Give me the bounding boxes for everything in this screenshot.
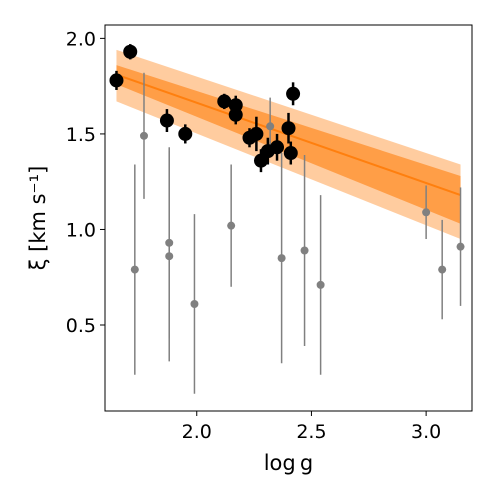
x-tick-label-2: 3.0 xyxy=(411,421,441,443)
gray-series xyxy=(130,72,465,394)
y-tick-label-3: 2.0 xyxy=(66,28,96,50)
y-axis-ticks: 0.5 1.0 1.5 2.0 xyxy=(66,28,105,337)
black-point-13 xyxy=(283,146,298,161)
gray-point-12 xyxy=(456,242,465,251)
y-tick-label-0: 0.5 xyxy=(66,315,96,337)
gray-point-5 xyxy=(227,221,236,230)
gray-point-8 xyxy=(300,246,309,255)
y-axis-label: ξ [km s⁻¹] xyxy=(26,166,50,271)
x-tick-label-0: 2.0 xyxy=(182,421,212,443)
gray-point-10 xyxy=(422,208,431,217)
gray-point-11 xyxy=(438,265,447,274)
black-point-11 xyxy=(270,140,285,155)
black-point-2 xyxy=(159,113,174,128)
gray-point-9 xyxy=(316,280,325,289)
black-point-14 xyxy=(286,86,301,101)
gray-point-7 xyxy=(277,254,286,263)
gray-point-0 xyxy=(130,265,139,274)
gray-point-1 xyxy=(139,131,148,140)
black-point-8 xyxy=(249,126,264,141)
black-series xyxy=(109,44,301,173)
x-axis-label: log g xyxy=(264,451,314,475)
fit-confidence-bands xyxy=(116,49,461,240)
plot-frame xyxy=(104,24,473,412)
black-point-3 xyxy=(178,126,193,141)
black-point-12 xyxy=(281,121,296,136)
gray-point-3 xyxy=(165,238,174,247)
black-point-1 xyxy=(123,44,138,59)
black-point-4 xyxy=(217,94,232,109)
y-tick-label-2: 1.5 xyxy=(66,124,96,146)
gray-point-4 xyxy=(190,299,199,308)
black-point-0 xyxy=(109,73,124,88)
y-tick-label-1: 1.0 xyxy=(66,219,96,241)
x-axis-ticks: 2.0 2.5 3.0 xyxy=(182,411,441,443)
gray-point-6 xyxy=(266,122,275,131)
x-tick-label-1: 2.5 xyxy=(296,421,326,443)
black-point-6 xyxy=(228,107,243,122)
